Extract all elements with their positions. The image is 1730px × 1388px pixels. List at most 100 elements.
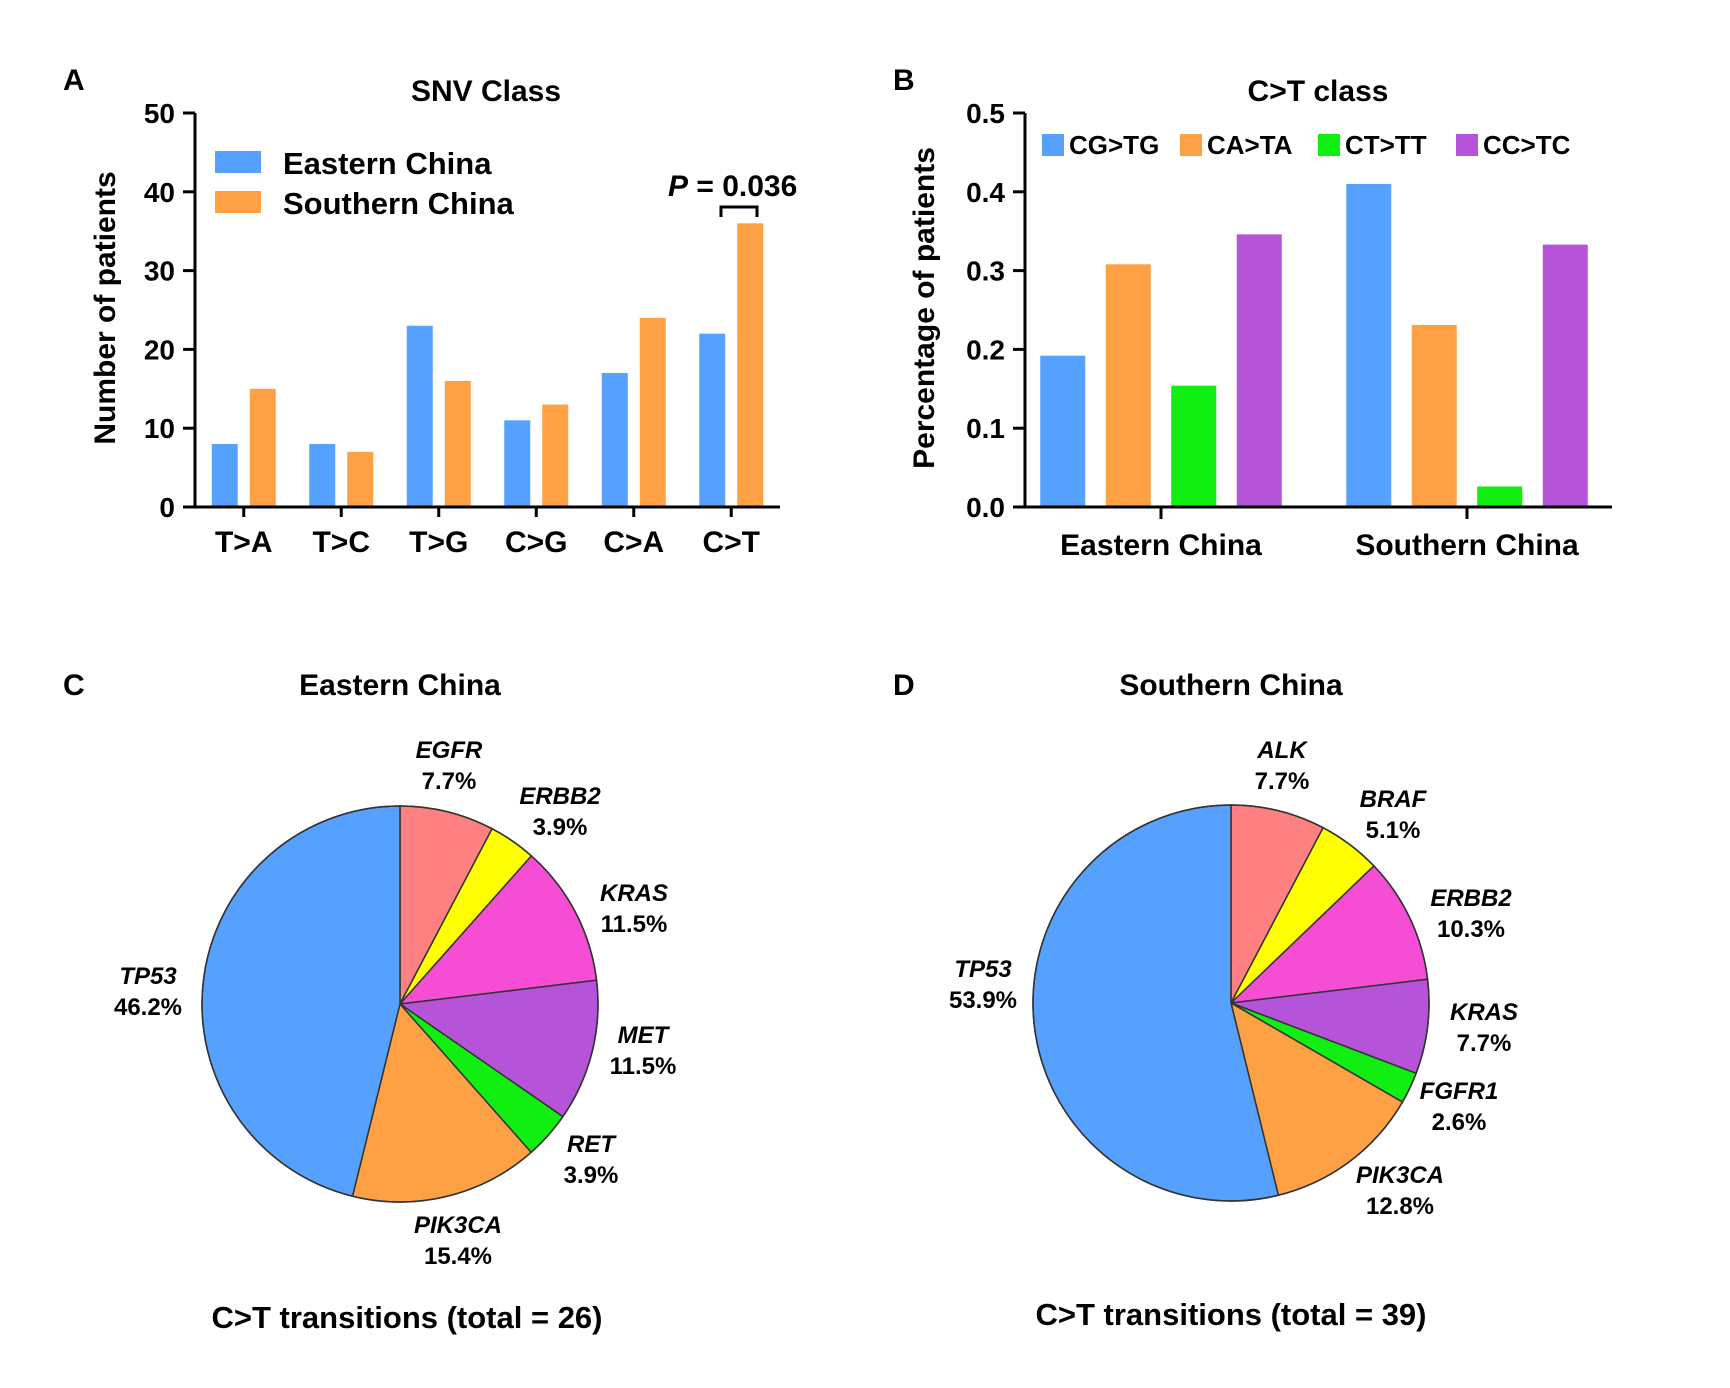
chart-b-bars xyxy=(1040,183,1588,508)
chart-a-legend: Eastern China Southern China xyxy=(215,146,515,221)
y-tick-label: 50 xyxy=(144,98,175,129)
legend-label-cg-tg: CG>TG xyxy=(1069,130,1159,160)
legend-swatch-cg-tg xyxy=(1042,134,1064,156)
panel-letter-a: A xyxy=(63,64,85,97)
legend-label-southern: Southern China xyxy=(283,186,515,221)
legend-label-eastern: Eastern China xyxy=(283,146,492,181)
y-tick-label: 10 xyxy=(144,413,175,444)
panel-letter-b: B xyxy=(893,64,915,97)
chart-d-footer: C>T transitions (total = 39) xyxy=(1035,1297,1426,1332)
significance-p: P xyxy=(668,170,689,203)
chart-a-significance: P = 0.036 xyxy=(668,170,797,217)
legend-swatch-southern xyxy=(215,191,261,213)
y-tick-label: 40 xyxy=(144,177,175,208)
bar-cc-tc-southern-china xyxy=(1542,244,1588,507)
x-tick-label: Eastern China xyxy=(1060,529,1262,562)
pie-label-pik3ca: PIK3CA xyxy=(1356,1162,1444,1189)
x-tick-label: T>G xyxy=(409,526,468,559)
significance-label: P = 0.036 xyxy=(668,170,797,203)
y-tick-label: 0.5 xyxy=(966,98,1005,129)
bar-cg-tg-southern-china xyxy=(1346,183,1392,508)
y-tick-label: 0.1 xyxy=(966,413,1005,444)
chart-b-ylabel: Percentage of patients xyxy=(908,147,941,469)
chart-a: SNV Class Number of patients T>A T>C T>G C>… xyxy=(89,75,797,559)
bar-ca-ta-eastern-china xyxy=(1105,264,1151,507)
legend-swatch-cc-tc xyxy=(1456,134,1478,156)
pie-pct-kras: 7.7% xyxy=(1457,1030,1512,1057)
bar-eastern-china-t-a xyxy=(211,443,238,507)
x-tick-label: T>A xyxy=(215,526,273,559)
significance-bracket xyxy=(719,205,759,217)
pie-label-egfr: EGFR xyxy=(416,737,483,764)
significance-value: = 0.036 xyxy=(688,170,797,203)
chart-d-labels: ALK 7.7% BRAF 5.1% ERBB2 10.3% KRAS 7.7% FGFR1 2.… xyxy=(949,737,1518,1220)
y-tick-label: 0.3 xyxy=(966,256,1005,287)
y-tick-label: 0.4 xyxy=(966,177,1005,208)
bar-eastern-china-t-g xyxy=(406,325,433,507)
chart-a-title: SNV Class xyxy=(411,75,561,108)
chart-a-bars xyxy=(211,223,764,507)
chart-c-slices xyxy=(201,805,599,1203)
legend-label-cc-tc: CC>TC xyxy=(1483,130,1571,160)
bar-southern-china-t-g xyxy=(444,380,471,507)
pie-outline xyxy=(201,805,599,1203)
chart-c-title: Eastern China xyxy=(299,669,501,702)
bar-eastern-china-c-t xyxy=(699,333,726,507)
y-tick-label: 0.0 xyxy=(966,492,1005,523)
pie-label-ret: RET xyxy=(567,1131,617,1158)
chart-b-legend: CG>TG CA>TA CT>TT CC>TC xyxy=(1042,130,1571,160)
y-tick-label: 20 xyxy=(144,334,175,365)
legend-swatch-eastern xyxy=(215,151,261,173)
x-tick-label: C>G xyxy=(505,526,568,559)
chart-d: Southern China ALK 7.7% BRAF 5.1% ERBB2 10.3%… xyxy=(949,669,1518,1332)
pie-label-met: MET xyxy=(618,1022,671,1049)
pie-label-pik3ca: PIK3CA xyxy=(414,1212,502,1239)
pie-pct-erbb2: 10.3% xyxy=(1437,916,1505,943)
chart-b-axes: Eastern China Southern China 0.0 0.1 0.2 0.3 0… xyxy=(966,98,1612,562)
legend-label-ct-tt: CT>TT xyxy=(1345,130,1427,160)
pie-outline xyxy=(1032,804,1430,1202)
bar-ca-ta-southern-china xyxy=(1411,324,1457,507)
pie-pct-ret: 3.9% xyxy=(564,1162,619,1189)
bar-eastern-china-t-c xyxy=(309,443,336,507)
pie-label-kras: KRAS xyxy=(1450,999,1518,1026)
x-tick-label: T>C xyxy=(312,526,370,559)
pie-label-tp53: TP53 xyxy=(119,963,177,990)
pie-pct-pik3ca: 15.4% xyxy=(424,1243,492,1270)
x-tick-label: Southern China xyxy=(1355,529,1579,562)
chart-c-labels: EGFR 7.7% ERBB2 3.9% KRAS 11.5% MET 11.5% RET 3.9… xyxy=(114,737,676,1270)
pie-pct-alk: 7.7% xyxy=(1255,768,1310,795)
chart-d-slices xyxy=(1032,804,1430,1202)
x-tick-label: C>T xyxy=(702,526,760,559)
bar-cc-tc-eastern-china xyxy=(1236,234,1282,508)
chart-a-axes: T>A T>C T>G C>G C>A C>T 0 10 20 30 40 50 xyxy=(144,98,780,559)
pie-pct-braf: 5.1% xyxy=(1366,817,1421,844)
bar-eastern-china-c-a xyxy=(601,373,628,507)
legend-label-ca-ta: CA>TA xyxy=(1207,130,1293,160)
bar-southern-china-t-a xyxy=(249,388,276,507)
chart-a-ylabel: Number of patients xyxy=(89,171,122,444)
bar-southern-china-c-a xyxy=(639,317,666,507)
y-tick-label: 30 xyxy=(144,256,175,287)
y-tick-label: 0 xyxy=(159,492,175,523)
pie-pct-pik3ca: 12.8% xyxy=(1366,1193,1434,1220)
pie-pct-kras: 11.5% xyxy=(601,911,668,938)
bar-southern-china-t-c xyxy=(347,451,374,507)
chart-c-footer: C>T transitions (total = 26) xyxy=(211,1300,602,1335)
legend-swatch-ct-tt xyxy=(1318,134,1340,156)
pie-label-erbb2: ERBB2 xyxy=(1430,885,1512,912)
y-tick-label: 0.2 xyxy=(966,334,1005,365)
pie-label-alk: ALK xyxy=(1256,737,1308,764)
panel-letter-d: D xyxy=(893,669,915,702)
bar-cg-tg-eastern-china xyxy=(1040,355,1086,507)
pie-label-erbb2: ERBB2 xyxy=(519,783,601,810)
chart-b: C>T class Percentage of patients Eastern… xyxy=(908,75,1612,562)
chart-c: Eastern China EGFR 7.7% ERBB2 3.9% KRAS 11.5%… xyxy=(114,669,676,1335)
pie-pct-tp53: 53.9% xyxy=(949,987,1017,1014)
bar-southern-china-c-t xyxy=(737,223,764,507)
chart-d-title: Southern China xyxy=(1119,669,1343,702)
pie-pct-fgfr1: 2.6% xyxy=(1432,1109,1487,1136)
pie-pct-egfr: 7.7% xyxy=(422,768,477,795)
chart-b-title: C>T class xyxy=(1248,75,1389,108)
pie-label-tp53: TP53 xyxy=(954,956,1012,983)
